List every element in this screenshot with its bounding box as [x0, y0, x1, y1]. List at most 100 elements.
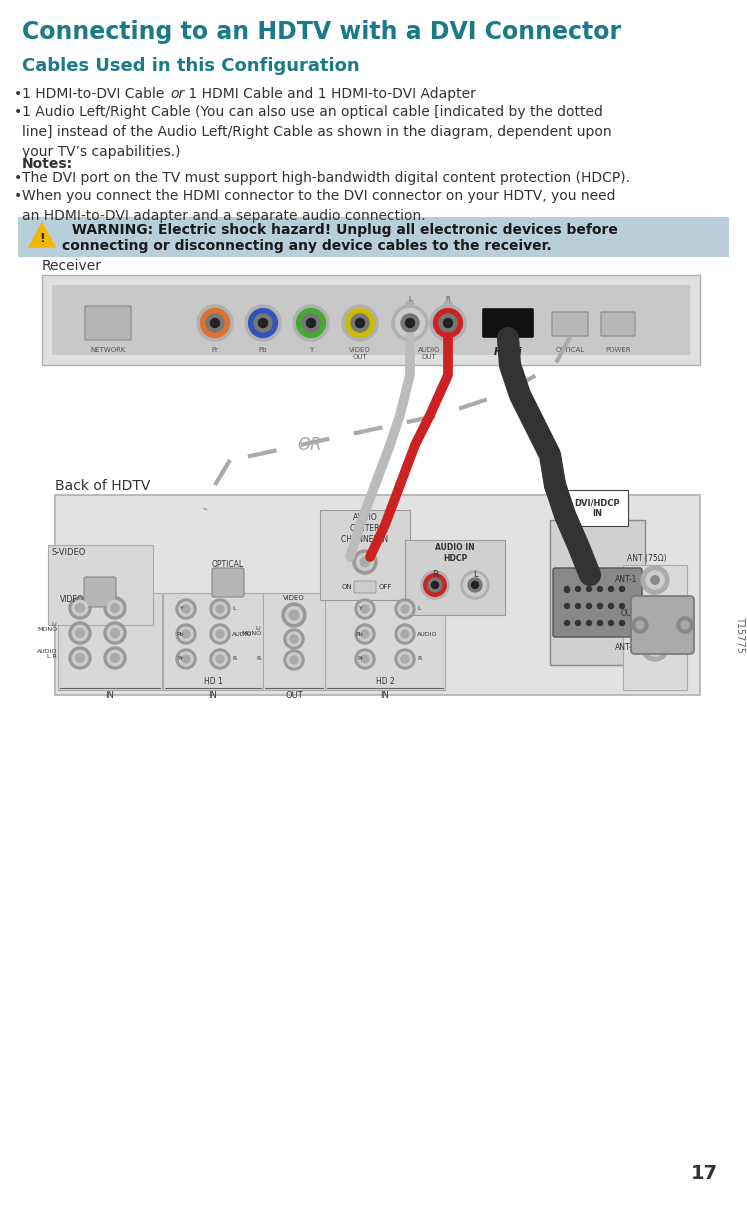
Circle shape [258, 318, 267, 328]
Text: !: ! [39, 233, 45, 246]
Text: AUDIO
OUT: AUDIO OUT [418, 347, 440, 360]
Circle shape [565, 604, 569, 609]
Circle shape [575, 604, 580, 609]
FancyBboxPatch shape [601, 312, 635, 336]
Text: L/
MONO: L/ MONO [241, 625, 261, 636]
Circle shape [646, 637, 664, 656]
Circle shape [358, 602, 372, 616]
Circle shape [646, 604, 664, 622]
Text: HD 1: HD 1 [204, 677, 223, 686]
Text: VIDEO: VIDEO [283, 595, 305, 601]
Circle shape [632, 617, 648, 633]
FancyBboxPatch shape [163, 593, 263, 690]
Circle shape [249, 308, 277, 337]
Circle shape [75, 629, 84, 637]
Circle shape [290, 635, 298, 643]
Circle shape [433, 308, 462, 337]
Text: OUT: OUT [285, 690, 303, 700]
Circle shape [290, 656, 298, 664]
Circle shape [401, 315, 419, 333]
Text: IN: IN [105, 690, 114, 700]
Circle shape [361, 656, 369, 663]
Circle shape [619, 587, 624, 592]
Circle shape [176, 649, 196, 669]
Circle shape [216, 605, 224, 613]
Circle shape [360, 557, 370, 566]
Text: POWER: POWER [605, 347, 630, 353]
Text: S-VIDEO: S-VIDEO [51, 548, 85, 557]
Circle shape [210, 624, 230, 643]
Circle shape [353, 549, 377, 574]
Text: VIDEO: VIDEO [60, 595, 84, 604]
Circle shape [306, 318, 315, 328]
Text: •: • [14, 87, 22, 101]
Text: 1 HDMI-to-DVI Cable: 1 HDMI-to-DVI Cable [22, 87, 169, 101]
FancyBboxPatch shape [84, 577, 116, 607]
Circle shape [355, 599, 375, 619]
Text: OR: OR [298, 436, 322, 454]
Text: HD 2: HD 2 [376, 677, 394, 686]
Circle shape [179, 627, 193, 641]
Text: R: R [257, 656, 261, 660]
Circle shape [179, 602, 193, 616]
FancyBboxPatch shape [320, 510, 410, 600]
Circle shape [111, 629, 120, 637]
Text: OPTICAL
INPUT: OPTICAL INPUT [212, 560, 244, 580]
Circle shape [651, 642, 659, 651]
Circle shape [609, 604, 613, 609]
Polygon shape [29, 223, 55, 247]
Text: AUDIO: AUDIO [232, 631, 252, 636]
Circle shape [285, 606, 303, 623]
FancyBboxPatch shape [18, 217, 729, 257]
Text: L/
MONO: L/ MONO [37, 622, 57, 633]
Circle shape [182, 656, 190, 663]
Circle shape [111, 653, 120, 663]
Circle shape [586, 587, 592, 592]
Text: •: • [14, 105, 22, 119]
Text: IN: IN [380, 690, 389, 700]
Circle shape [182, 630, 190, 637]
Circle shape [444, 301, 452, 308]
Circle shape [355, 624, 375, 643]
FancyBboxPatch shape [550, 521, 645, 665]
Text: L: L [417, 606, 421, 611]
Text: connecting or disconnecting any device cables to the receiver.: connecting or disconnecting any device c… [62, 239, 552, 253]
Circle shape [428, 578, 442, 592]
Circle shape [213, 627, 227, 641]
Text: R: R [432, 570, 438, 578]
Text: 1 HDMI Cable and 1 HDMI-to-DVI Adapter: 1 HDMI Cable and 1 HDMI-to-DVI Adapter [184, 87, 476, 101]
Circle shape [444, 318, 453, 328]
Circle shape [395, 649, 415, 669]
Circle shape [598, 621, 603, 625]
Circle shape [641, 599, 669, 627]
Text: Pb: Pb [258, 347, 267, 353]
Circle shape [586, 604, 592, 609]
Text: Cables Used in this Configuration: Cables Used in this Configuration [22, 57, 359, 75]
Circle shape [461, 571, 489, 599]
Circle shape [651, 576, 659, 584]
Circle shape [210, 599, 230, 619]
Circle shape [351, 315, 369, 333]
Circle shape [72, 600, 87, 616]
Circle shape [75, 604, 84, 612]
Circle shape [176, 624, 196, 643]
Circle shape [111, 604, 120, 612]
Text: AUDIO
CENTER
CHANNEL IN: AUDIO CENTER CHANNEL IN [341, 513, 388, 545]
Circle shape [216, 630, 224, 637]
Text: The DVI port on the TV must support high-bandwidth digital content protection (H: The DVI port on the TV must support high… [22, 171, 630, 186]
Circle shape [216, 656, 224, 663]
Text: ANT-2: ANT-2 [615, 642, 637, 652]
Circle shape [361, 630, 369, 637]
Circle shape [619, 604, 624, 609]
Circle shape [210, 649, 230, 669]
Circle shape [302, 315, 320, 333]
Text: IN: IN [208, 690, 217, 700]
Circle shape [406, 301, 414, 308]
Text: Y: Y [309, 347, 313, 353]
Circle shape [108, 625, 123, 641]
Circle shape [182, 605, 190, 613]
FancyBboxPatch shape [58, 593, 162, 690]
Circle shape [297, 308, 326, 337]
Circle shape [356, 318, 365, 328]
Circle shape [398, 627, 412, 641]
